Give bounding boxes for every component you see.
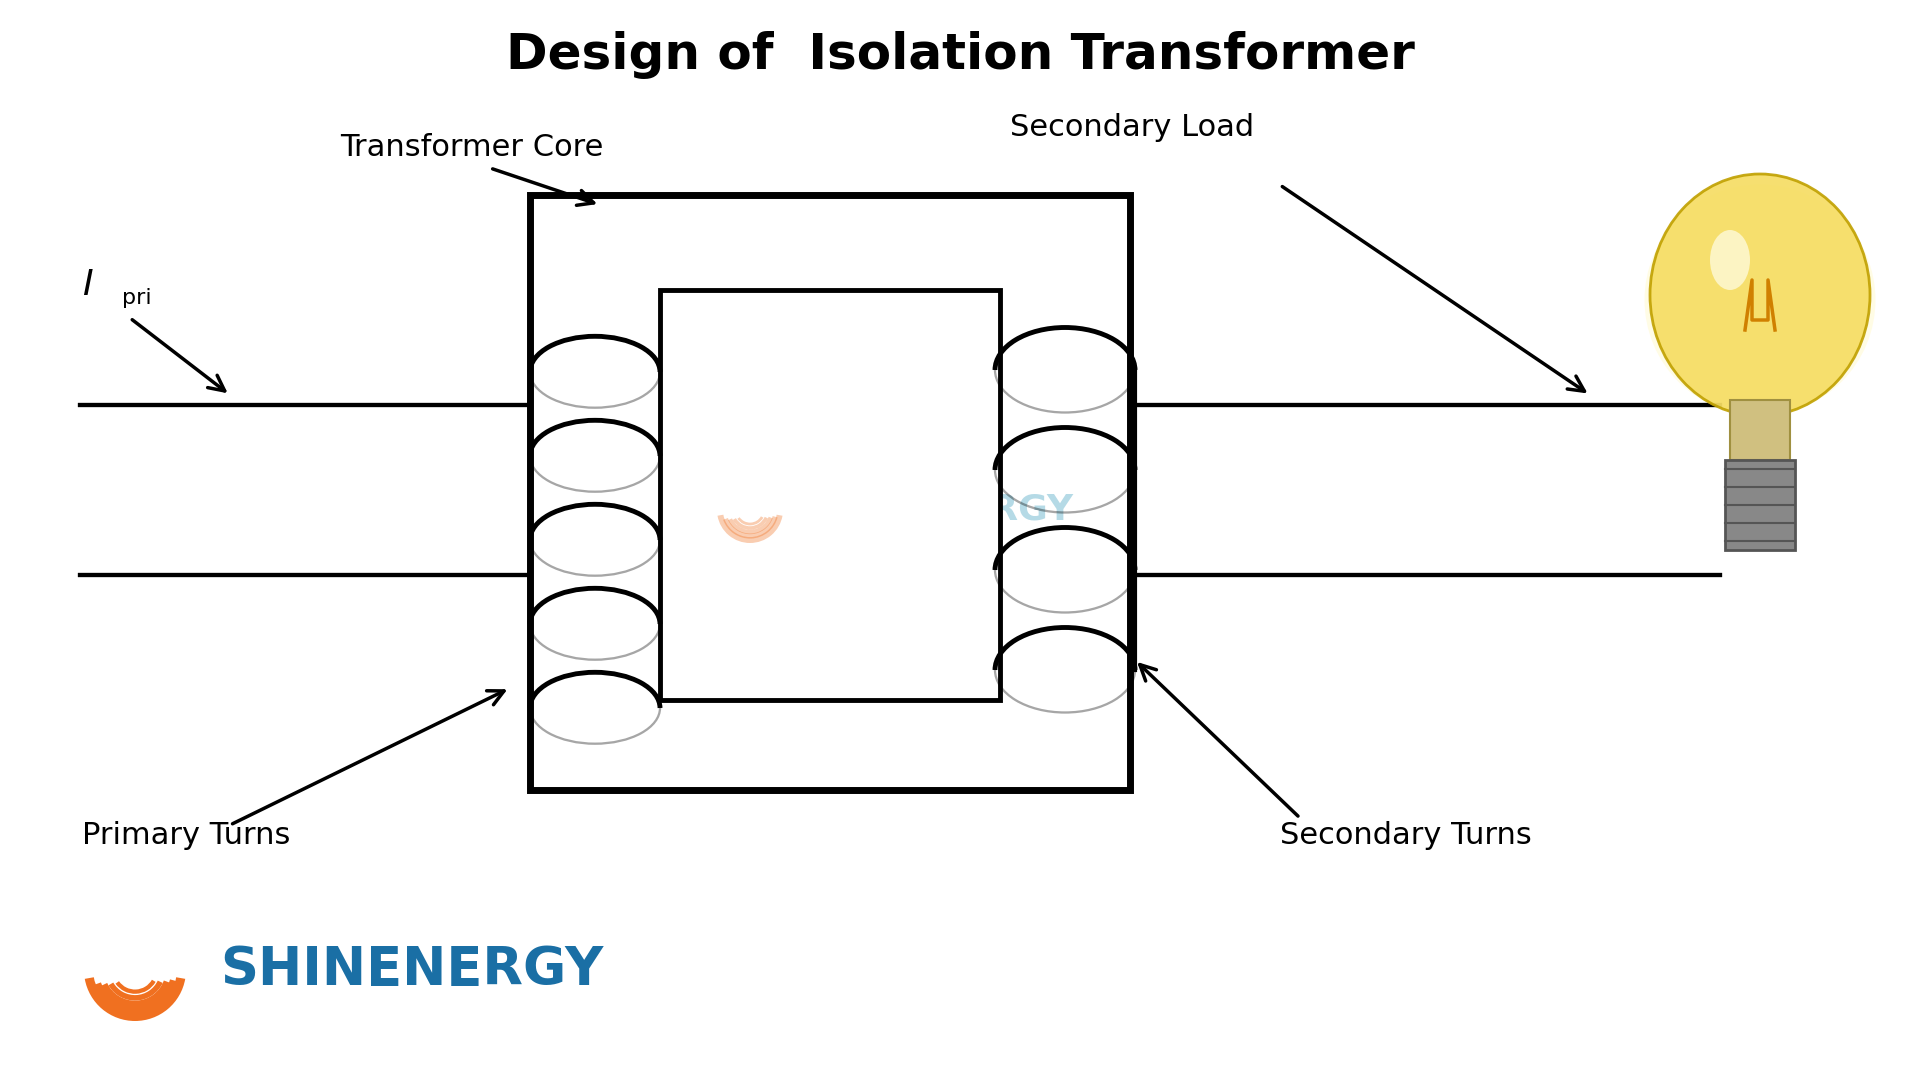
Bar — [660, 291, 1000, 700]
Text: Secondary Turns: Secondary Turns — [1281, 821, 1532, 850]
Wedge shape — [102, 981, 171, 1008]
Wedge shape — [724, 516, 778, 539]
Wedge shape — [109, 981, 163, 1000]
Wedge shape — [115, 980, 156, 994]
Wedge shape — [737, 516, 764, 525]
Text: SHINENERGY: SHINENERGY — [221, 944, 603, 996]
Wedge shape — [733, 517, 768, 530]
Text: SHINENERGY: SHINENERGY — [810, 492, 1073, 527]
Wedge shape — [94, 980, 179, 1014]
Text: I: I — [83, 268, 92, 302]
Wedge shape — [718, 515, 783, 543]
Text: Design of  Isolation Transformer: Design of Isolation Transformer — [505, 31, 1415, 79]
Wedge shape — [728, 517, 772, 535]
Bar — [530, 195, 1131, 789]
Text: Primary Turns: Primary Turns — [83, 821, 290, 850]
Text: Secondary Load: Secondary Load — [1010, 113, 1254, 143]
Circle shape — [1645, 185, 1876, 416]
Text: pri: pri — [123, 288, 152, 308]
Ellipse shape — [1649, 174, 1870, 416]
Wedge shape — [84, 977, 184, 1021]
Bar — [1724, 460, 1795, 550]
Bar — [1730, 400, 1789, 460]
Ellipse shape — [1711, 230, 1749, 291]
Text: Transformer Core: Transformer Core — [340, 134, 603, 162]
